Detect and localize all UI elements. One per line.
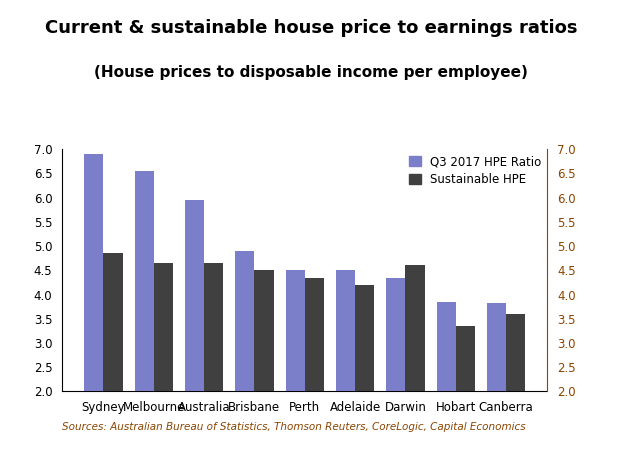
Legend: Q3 2017 HPE Ratio, Sustainable HPE: Q3 2017 HPE Ratio, Sustainable HPE <box>409 155 542 186</box>
Text: Current & sustainable house price to earnings ratios: Current & sustainable house price to ear… <box>45 19 577 37</box>
Text: (House prices to disposable income per employee): (House prices to disposable income per e… <box>94 65 528 80</box>
Bar <box>386 278 406 466</box>
Text: Sources: Australian Bureau of Statistics, Thomson Reuters, CoreLogic, Capital Ec: Sources: Australian Bureau of Statistics… <box>62 422 526 432</box>
Bar <box>336 270 355 466</box>
Bar <box>235 251 254 466</box>
Bar <box>355 285 374 466</box>
Bar <box>406 266 425 466</box>
Bar <box>254 270 274 466</box>
Bar <box>506 314 526 466</box>
Bar <box>154 263 173 466</box>
Bar <box>84 154 103 466</box>
Bar <box>456 326 475 466</box>
Bar <box>185 200 204 466</box>
Bar <box>134 171 154 466</box>
Bar <box>103 254 123 466</box>
Bar <box>437 302 456 466</box>
Bar <box>305 278 324 466</box>
Bar <box>204 263 223 466</box>
Bar <box>285 270 305 466</box>
Bar <box>487 303 506 466</box>
